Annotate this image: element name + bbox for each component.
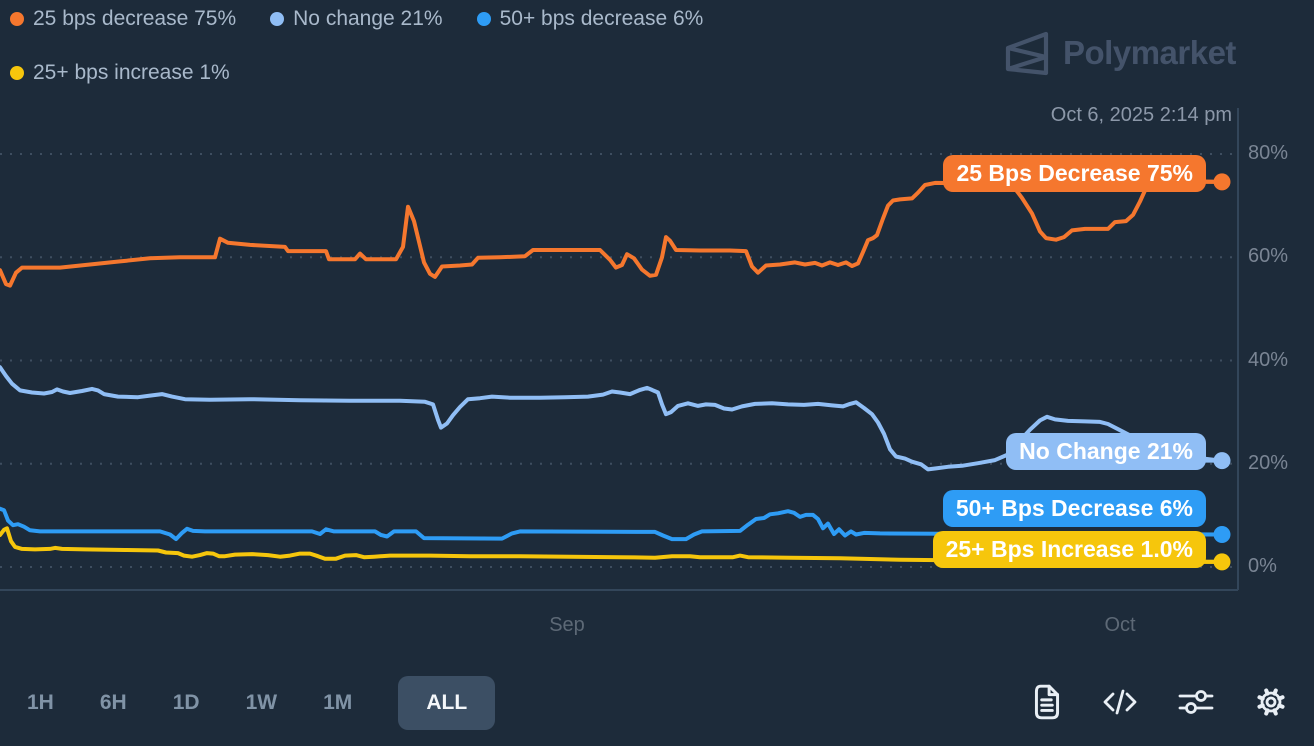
- code-icon[interactable]: [1102, 687, 1138, 717]
- sliders-icon[interactable]: [1178, 687, 1214, 717]
- time-range-6h[interactable]: 6H: [99, 691, 127, 714]
- time-range-1m[interactable]: 1M: [323, 691, 353, 714]
- series-pill-25bps-increase: 25+ Bps Increase 1.0%: [932, 531, 1206, 568]
- x-axis-label-oct: Oct: [1104, 614, 1136, 636]
- chart-toolbar: [1032, 683, 1288, 721]
- series-line-50-bps-decrease: [0, 506, 1224, 542]
- time-range-1d[interactable]: 1D: [172, 691, 200, 714]
- legend-item-25bps-decrease[interactable]: 25 bps decrease 75%: [10, 5, 236, 33]
- legend-dot-icon: [270, 12, 285, 26]
- chart-timestamp: Oct 6, 2025 2:14 pm: [1050, 104, 1232, 126]
- legend-dot-icon: [10, 66, 24, 80]
- polymarket-logo: Polymarket: [1003, 28, 1236, 78]
- document-icon[interactable]: [1032, 683, 1062, 721]
- logo-text: Polymarket: [1063, 34, 1236, 71]
- series-line-25-bps-increase: [0, 526, 1224, 564]
- y-axis-tick: 0%: [1248, 555, 1277, 577]
- polymarket-logomark-icon: [1005, 31, 1049, 76]
- series-pill-50bps-decrease: 50+ Bps Decrease 6%: [942, 490, 1206, 527]
- series-end-dot: [1213, 525, 1231, 543]
- series-end-dot: [1213, 173, 1231, 191]
- legend: 25 bps decrease 75% No change 21% 50+ bp…: [10, 5, 770, 87]
- legend-label: 25+ bps increase 1%: [33, 61, 230, 84]
- time-range-all[interactable]: ALL: [398, 676, 496, 730]
- legend-item-no-change[interactable]: No change 21%: [270, 5, 443, 33]
- y-axis-tick: 20%: [1248, 451, 1289, 474]
- y-axis-tick: 60%: [1248, 245, 1289, 268]
- legend-dot-icon: [10, 12, 24, 26]
- time-range-selector: 1H 6H 1D 1W 1M ALL: [27, 676, 496, 730]
- series-end-dot: [1213, 452, 1231, 470]
- y-axis-tick: 80%: [1248, 142, 1289, 164]
- series-pill-no-change: No Change 21%: [1006, 433, 1206, 470]
- series-pill-25bps-decrease: 25 Bps Decrease 75%: [943, 155, 1206, 192]
- series-line-no-change: [0, 365, 1224, 472]
- time-range-1h[interactable]: 1H: [27, 691, 54, 714]
- series-end-dot: [1213, 553, 1231, 571]
- x-axis-label-sep: Sep: [549, 614, 585, 636]
- legend-dot-icon: [476, 12, 491, 26]
- y-axis-tick: 40%: [1248, 348, 1289, 371]
- time-range-1w[interactable]: 1W: [245, 691, 278, 714]
- legend-label: 25 bps decrease 75%: [33, 7, 237, 30]
- gear-icon[interactable]: [1254, 685, 1288, 719]
- legend-item-50bps-decrease[interactable]: 50+ bps decrease 6%: [476, 5, 704, 33]
- series-line-25-bps-decrease: [0, 178, 1224, 288]
- legend-label: 50+ bps decrease 6%: [499, 7, 704, 30]
- legend-item-25bps-increase[interactable]: 25+ bps increase 1%: [10, 59, 230, 87]
- legend-label: No change 21%: [293, 7, 443, 30]
